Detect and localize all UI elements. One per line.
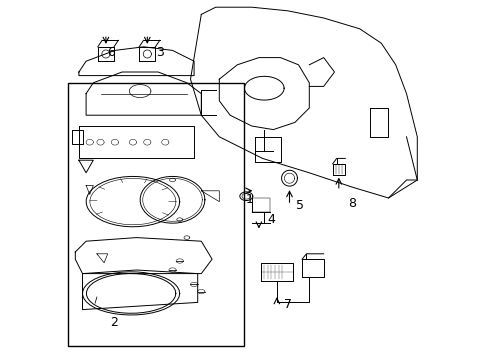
Text: 4: 4 [267,213,275,226]
Text: 1: 1 [245,193,253,206]
Text: 6: 6 [106,46,114,59]
Text: 5: 5 [296,199,304,212]
Text: 2: 2 [110,316,118,329]
Text: 7: 7 [284,298,292,311]
Text: 8: 8 [347,197,355,210]
Bar [68,83,244,346]
Text: 3: 3 [156,46,163,59]
